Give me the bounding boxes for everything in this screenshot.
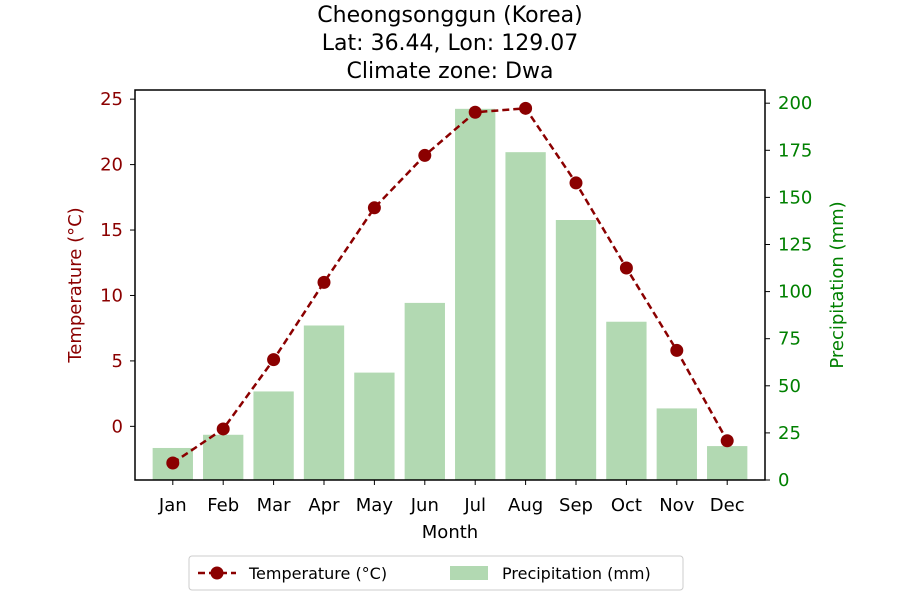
x-tick-label: Sep [559,495,593,516]
x-tick-label: May [356,495,394,516]
temperature-point [317,275,331,289]
x-tick-label: Apr [308,495,340,516]
left-y-axis-label: Temperature (°C) [65,207,86,363]
left-y-tick-label: 25 [100,89,123,110]
precipitation-bar [404,302,445,480]
left-y-tick-label: 5 [112,351,123,372]
precipitation-bar [203,434,244,480]
chart-title: Cheongsonggun (Korea) Lat: 36.44, Lon: 1… [317,3,582,84]
temperature-point [166,456,180,470]
legend-temperature-label: Temperature (°C) [248,564,387,583]
temperature-point [216,422,230,436]
x-axis: Jan Feb Mar Apr May Jun Jul Aug Sep Oct Nov Dec [158,480,745,516]
x-tick-label: Nov [659,495,694,516]
temperature-point [619,261,633,275]
temperature-point [267,353,281,367]
legend-precipitation-swatch [450,566,488,580]
right-y-tick-label: 25 [778,423,801,444]
precipitation-bar [555,220,597,480]
temperature-point [367,201,381,215]
right-y-tick-label: 0 [778,470,789,491]
temperature-point [720,434,734,448]
legend-precipitation-label: Precipitation (mm) [502,564,651,583]
x-tick-label: Jun [410,495,439,516]
left-y-tick-label: 20 [100,155,123,176]
left-y-tick-label: 15 [100,220,123,241]
x-tick-label: Mar [257,495,292,516]
left-y-tick-label: 0 [112,416,123,437]
right-y-tick-label: 150 [778,187,812,208]
right-y-tick-label: 200 [778,93,812,114]
plot-frame [134,89,766,481]
temperature-point [418,148,432,162]
left-y-axis: 0 5 10 15 20 25 [100,89,135,437]
x-tick-label: Feb [207,495,239,516]
precipitation-bar [656,408,697,480]
title-line-3: Climate zone: Dwa [347,59,554,84]
precipitation-bar [253,391,294,480]
right-y-tick-label: 50 [778,376,801,397]
legend-box [188,555,684,591]
legend-temperature-marker [210,566,224,580]
x-axis-label: Month [422,522,478,543]
temperature-line-path [172,107,729,465]
temperature-point [670,343,684,357]
temperature-point [468,105,482,119]
precipitation-bar [303,325,345,480]
precipitation-bar [455,108,496,480]
legend: Temperature (°C) Precipitation (mm) [188,555,684,591]
temperature-point [569,176,583,190]
temperature-point [519,101,533,115]
title-line-2: Lat: 36.44, Lon: 129.07 [322,31,578,56]
left-y-tick-label: 10 [100,285,123,306]
precipitation-bar [354,372,395,480]
right-y-tick-label: 175 [778,140,812,161]
temperature-line [166,101,734,470]
x-tick-label: Oct [611,495,642,516]
title-line-1: Cheongsonggun (Korea) [317,3,582,28]
right-y-axis-label: Precipitation (mm) [827,201,848,368]
x-tick-label: Aug [508,495,543,516]
right-y-tick-label: 100 [778,282,812,303]
x-tick-label: Jan [158,495,187,516]
precipitation-bars [152,108,748,480]
right-y-tick-label: 75 [778,329,801,350]
right-y-axis: 0 25 50 75 100 125 150 175 200 [765,93,812,491]
right-y-tick-label: 125 [778,234,812,255]
precipitation-bar [505,152,546,480]
x-tick-label: Jul [463,495,486,516]
x-tick-label: Dec [710,495,745,516]
precipitation-bar [707,446,748,480]
precipitation-bar [606,321,647,480]
